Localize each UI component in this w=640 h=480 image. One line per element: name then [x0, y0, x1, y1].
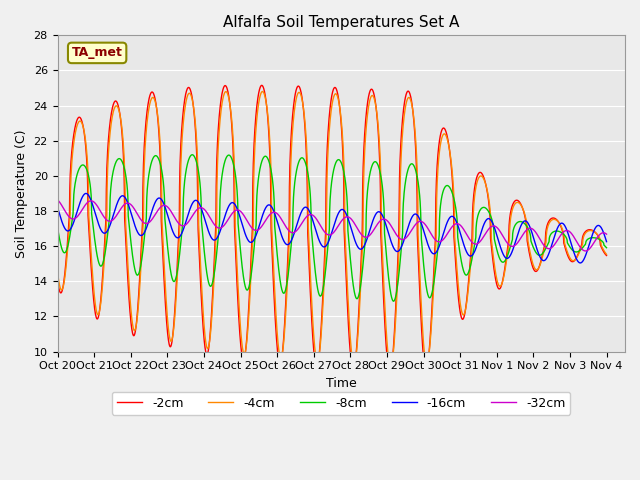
-2cm: [348, 364, 356, 370]
-4cm: [207, 329, 214, 335]
-2cm: [492, 278, 500, 284]
Line: -4cm: -4cm: [58, 92, 607, 367]
-8cm: [360, 252, 368, 258]
-2cm: [603, 252, 611, 258]
Line: -16cm: -16cm: [58, 193, 607, 263]
-32cm: [492, 224, 499, 229]
-16cm: [207, 234, 214, 240]
-2cm: [386, 371, 394, 376]
-8cm: [390, 299, 397, 304]
Line: -32cm: -32cm: [58, 200, 607, 251]
-4cm: [360, 166, 368, 172]
Legend: -2cm, -4cm, -8cm, -16cm, -32cm: -2cm, -4cm, -8cm, -16cm, -32cm: [112, 392, 570, 415]
-4cm: [555, 219, 563, 225]
-8cm: [207, 283, 214, 289]
-16cm: [570, 248, 577, 254]
-16cm: [82, 191, 90, 196]
-16cm: [603, 239, 611, 244]
Y-axis label: Soil Temperature (C): Soil Temperature (C): [15, 129, 28, 258]
-32cm: [582, 248, 589, 254]
-8cm: [492, 243, 500, 249]
-2cm: [207, 325, 214, 331]
-32cm: [603, 231, 611, 237]
-16cm: [348, 228, 356, 234]
-8cm: [603, 245, 611, 251]
-8cm: [555, 228, 563, 234]
-16cm: [360, 243, 368, 249]
-16cm: [492, 228, 499, 234]
Line: -8cm: -8cm: [58, 155, 607, 301]
-8cm: [570, 248, 577, 254]
-8cm: [54, 225, 61, 230]
-4cm: [570, 258, 577, 264]
-4cm: [348, 353, 356, 359]
-4cm: [387, 364, 394, 370]
-2cm: [360, 145, 368, 151]
-16cm: [54, 204, 61, 210]
-32cm: [570, 233, 577, 239]
-8cm: [348, 272, 356, 278]
-32cm: [554, 237, 562, 242]
-4cm: [54, 269, 61, 275]
-4cm: [603, 252, 611, 257]
-16cm: [554, 224, 562, 229]
Title: Alfalfa Soil Temperatures Set A: Alfalfa Soil Temperatures Set A: [223, 15, 460, 30]
-2cm: [555, 219, 563, 225]
-16cm: [577, 260, 584, 266]
-32cm: [54, 197, 61, 203]
-2cm: [570, 258, 577, 264]
Text: TA_met: TA_met: [72, 47, 123, 60]
-32cm: [360, 234, 367, 240]
-4cm: [492, 272, 500, 277]
-4cm: [259, 89, 266, 95]
-2cm: [258, 83, 266, 88]
-2cm: [54, 277, 61, 283]
X-axis label: Time: Time: [326, 377, 356, 390]
-32cm: [348, 217, 356, 223]
Line: -2cm: -2cm: [58, 85, 607, 373]
-8cm: [188, 152, 196, 157]
-32cm: [207, 216, 214, 222]
